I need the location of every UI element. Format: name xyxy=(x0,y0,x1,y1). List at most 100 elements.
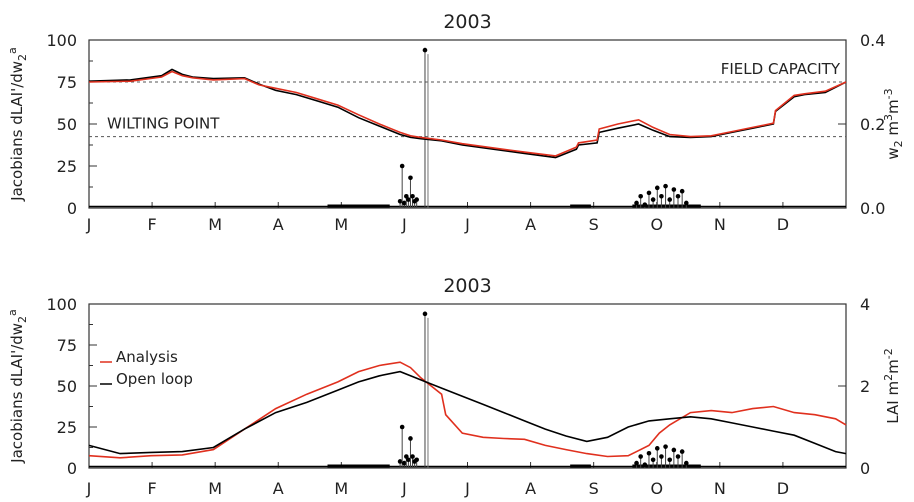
y-axis-label-right-unit2-sup: -3 xyxy=(882,88,895,99)
y-tick-label-left: 100 xyxy=(46,31,77,50)
jacobian-point xyxy=(650,197,656,202)
legend-label: Analysis xyxy=(116,348,178,366)
jacobian-point xyxy=(663,444,668,449)
month-label: S xyxy=(589,479,599,498)
series-line-2 xyxy=(88,70,847,157)
jacobian-point xyxy=(671,447,677,453)
month-label: D xyxy=(777,479,789,498)
y-axis-label-left: Jacobians dLAI'/dw2a xyxy=(6,309,29,464)
y-axis-label-left: Jacobians dLAI'/dw2a xyxy=(6,47,29,202)
jacobian-point xyxy=(634,460,639,466)
y-axis-label-left-sup: a xyxy=(6,309,19,316)
y-axis-label-right: LAI m2m-2 xyxy=(882,348,902,423)
jacobian-point xyxy=(638,454,643,459)
month-label: A xyxy=(273,479,284,498)
jacobian-point xyxy=(671,187,677,192)
jacobian-point xyxy=(401,200,407,206)
plot-frame xyxy=(88,303,847,469)
jacobian-point xyxy=(406,197,411,202)
y-axis-label-right-unit: m xyxy=(884,381,902,396)
jacobian-point xyxy=(642,202,648,207)
y-tick-label-left: 25 xyxy=(57,157,77,176)
month-label: J xyxy=(401,215,407,234)
jacobian-point xyxy=(654,185,660,191)
y-tick-label-left: 25 xyxy=(57,418,77,437)
jacobian-point xyxy=(663,183,668,189)
y-tick-label-right: 2 xyxy=(860,377,870,396)
month-label: M xyxy=(208,479,222,498)
jacobian-point xyxy=(397,459,403,464)
jacobian-point xyxy=(410,454,415,459)
month-label: M xyxy=(334,479,348,498)
month-label: F xyxy=(147,215,156,234)
y-tick-label-right: 0.4 xyxy=(860,31,885,50)
jacobian-point xyxy=(406,457,411,463)
jacobian-point xyxy=(634,200,639,206)
month-label: A xyxy=(525,215,536,234)
jacobian-point xyxy=(408,436,413,441)
jacobian-point xyxy=(414,457,419,463)
jacobian-point xyxy=(675,454,681,459)
y-axis-label-left-sub: 2 xyxy=(16,316,29,323)
y-axis-label-right-unit-sup: 2 xyxy=(882,374,895,381)
month-label: N xyxy=(714,479,726,498)
y-tick-label-left: 75 xyxy=(57,73,77,92)
y-tick-label-right: 0 xyxy=(860,459,870,478)
month-label: F xyxy=(147,479,156,498)
jacobian-point xyxy=(684,200,689,206)
jacobian-point xyxy=(399,163,405,169)
month-label: N xyxy=(714,215,726,234)
jacobian-point xyxy=(659,454,664,459)
y-tick-label-right: 0.0 xyxy=(860,199,885,218)
jacobian-point xyxy=(642,462,648,468)
month-label: J xyxy=(464,215,470,234)
series-line-2 xyxy=(88,370,847,455)
jacobian-point xyxy=(638,193,643,199)
month-label: A xyxy=(525,479,536,498)
jacobian-point xyxy=(679,188,685,194)
y-axis-label-right-unit2: m xyxy=(884,99,902,114)
y-tick-label-right: 4 xyxy=(860,295,870,314)
jacobian-point xyxy=(646,190,652,196)
y-axis-label-right-unit2-sup: -2 xyxy=(882,348,895,359)
month-label: M xyxy=(208,215,222,234)
y-tick-label-left: 0 xyxy=(67,459,77,478)
jacobian-point xyxy=(667,457,673,463)
chart-title: 2003 xyxy=(443,11,491,33)
month-label: S xyxy=(589,215,599,234)
series-line-1 xyxy=(88,361,847,459)
month-label: J xyxy=(464,479,470,498)
month-label: O xyxy=(650,215,663,234)
y-axis-label-right-main: w xyxy=(884,147,902,159)
y-axis-label-right: w2 m3m-3 xyxy=(882,88,905,159)
y-axis-label-left-sub: 2 xyxy=(16,54,29,61)
y-tick-label-left: 50 xyxy=(57,115,77,134)
month-label: D xyxy=(777,215,789,234)
y-tick-label-right: 0.2 xyxy=(860,115,885,134)
annotation-label: WILTING POINT xyxy=(107,115,220,133)
jacobian-point xyxy=(408,175,413,181)
jacobian-point xyxy=(684,460,689,466)
chart-title: 2003 xyxy=(443,275,491,297)
jacobian-point xyxy=(659,193,664,199)
jacobian-point xyxy=(646,450,652,456)
jacobian-point xyxy=(422,47,428,53)
month-label: O xyxy=(650,479,663,498)
jacobian-point xyxy=(414,197,419,202)
month-label: J xyxy=(86,479,92,498)
y-axis-label-right-unit: m xyxy=(884,121,902,136)
y-axis-label-right-unit2: m xyxy=(884,359,902,374)
y-tick-label-left: 100 xyxy=(46,295,77,314)
month-label: J xyxy=(86,215,92,234)
y-tick-label-left: 50 xyxy=(57,377,77,396)
month-label: A xyxy=(273,215,284,234)
jacobian-point xyxy=(667,197,673,202)
y-tick-label-left: 0 xyxy=(67,199,77,218)
jacobian-point xyxy=(650,457,656,463)
jacobian-point xyxy=(422,311,428,317)
jacobian-point xyxy=(397,198,403,204)
annotation-label: FIELD CAPACITY xyxy=(721,60,841,78)
y-axis-label-right-main: LAI xyxy=(884,400,902,423)
month-label: J xyxy=(401,479,407,498)
